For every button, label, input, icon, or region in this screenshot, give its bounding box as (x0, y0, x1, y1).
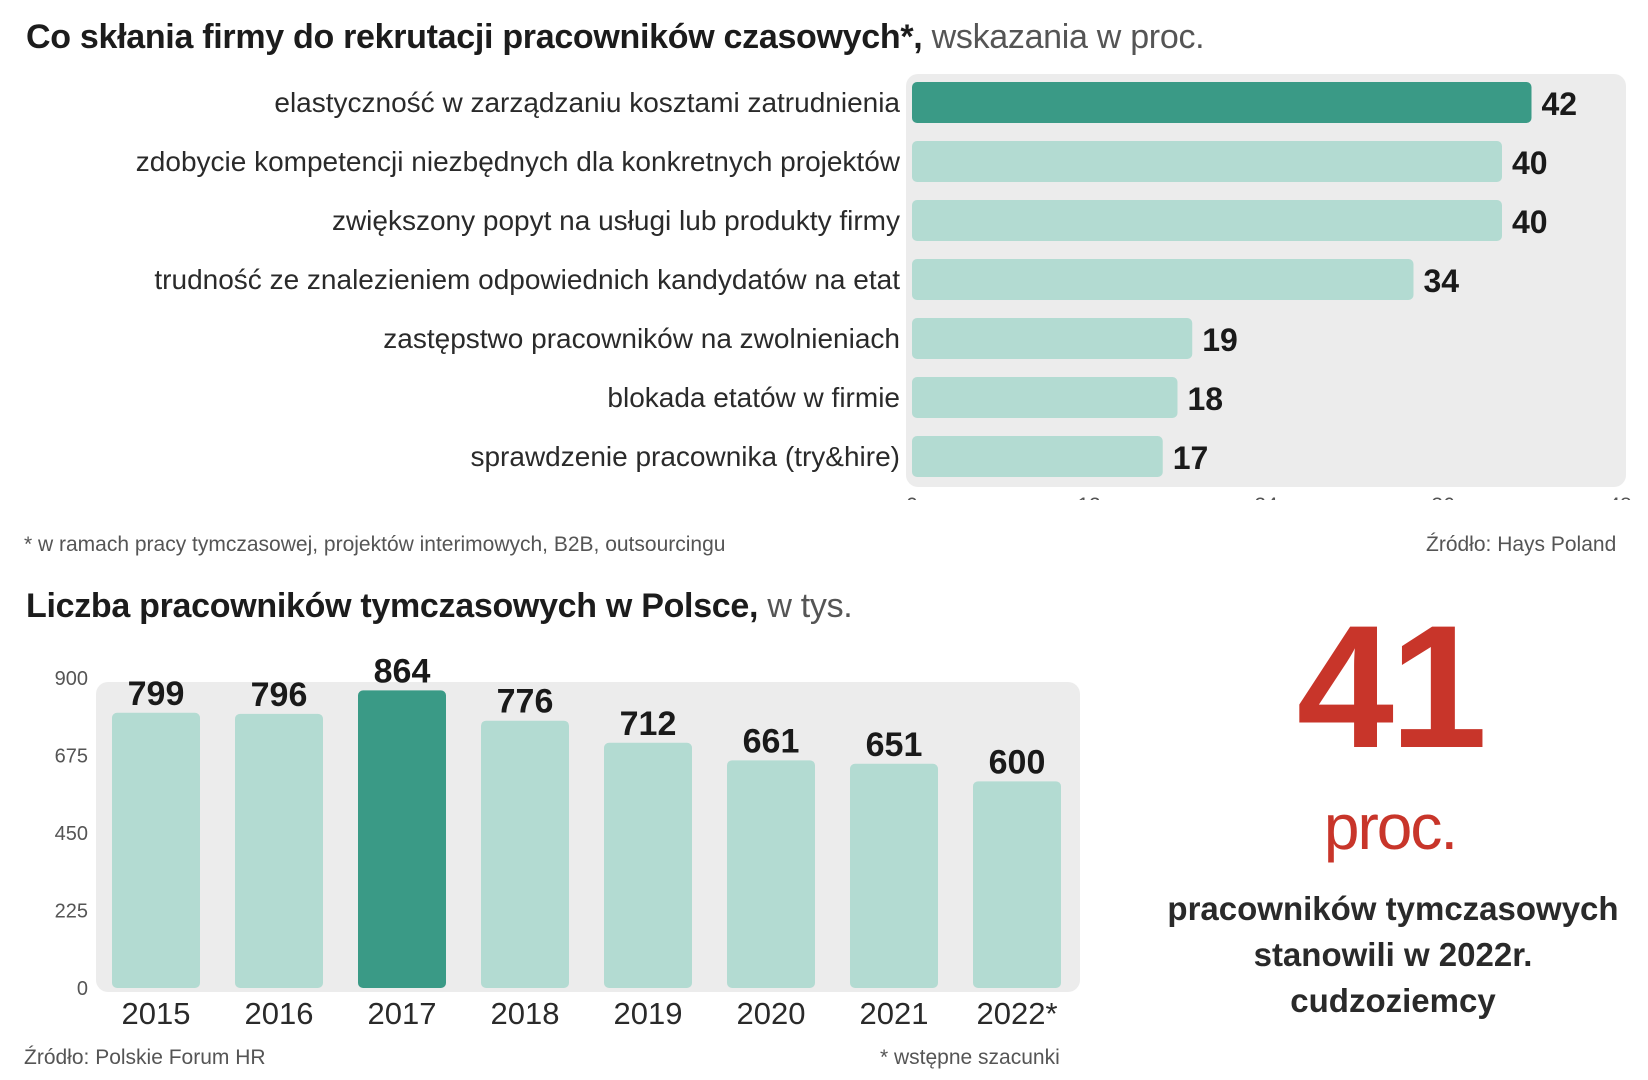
chart1-horizontal-bars: elastyczność w zarządzaniu kosztami zatr… (136, 74, 1632, 500)
chart1-category-label: zwiększony popyt na usługi lub produkty … (332, 205, 900, 236)
chart2-bar (973, 781, 1061, 988)
chart1-x-tick: 48 (1608, 494, 1631, 500)
chart2-bar (481, 720, 569, 988)
chart1-category-label: zdobycie kompetencji niezbędnych dla kon… (136, 146, 901, 177)
chart2-bar (358, 690, 446, 988)
chart1-value-label: 40 (1512, 204, 1548, 240)
chart1-value-label: 17 (1173, 440, 1209, 476)
chart1-bar (912, 200, 1502, 241)
chart2-bar (604, 742, 692, 988)
chart1-category-label: blokada etatów w firmie (607, 382, 900, 413)
highlight-caption: pracowników tymczasowych stanowili w 202… (1148, 886, 1638, 1024)
chart2-y-tick: 450 (55, 823, 88, 845)
chart2-value-label: 799 (128, 675, 185, 713)
chart2-title-main: Liczba pracowników tymczasowych w Polsce (26, 587, 750, 625)
chart1-bar (912, 436, 1163, 477)
chart1-bar (912, 318, 1193, 359)
chart1-footnote: * w ramach pracy tymczasowej, projektów … (24, 533, 726, 556)
chart2-bar (235, 713, 323, 988)
chart1-value-label: 40 (1512, 145, 1548, 181)
chart1-bar (912, 82, 1532, 123)
chart2-value-label: 864 (374, 652, 431, 690)
chart2-category-label: 2019 (614, 996, 683, 1031)
chart1-bar (912, 259, 1414, 300)
chart2-value-label: 776 (497, 683, 554, 721)
chart2-value-label: 712 (620, 705, 677, 743)
highlight-caption-line-2: stanowili w 2022r. (1253, 936, 1533, 973)
chart1-category-label: zastępstwo pracowników na zwolnieniach (383, 323, 900, 354)
chart2-title: Liczba pracowników tymczasowych w Polsce… (26, 587, 853, 625)
chart1-category-label: trudność ze znalezieniem odpowiednich ka… (154, 264, 900, 295)
chart2-value-label: 661 (743, 722, 800, 760)
chart2-category-label: 2020 (737, 996, 806, 1031)
chart1-value-label: 18 (1188, 381, 1224, 417)
chart1-category-label: sprawdzenie pracownika (try&hire) (470, 441, 900, 472)
chart2-source: Źródło: Polskie Forum HR (24, 1046, 266, 1069)
chart2-footnote: * wstępne szacunki (880, 1046, 1060, 1069)
chart1-x-tick: 24 (1254, 494, 1278, 500)
chart2-bar (850, 763, 938, 988)
chart1-x-tick: 12 (1077, 494, 1100, 500)
chart1-source: Źródło: Hays Poland (1426, 533, 1617, 556)
chart1-x-tick: 36 (1431, 494, 1454, 500)
highlight-caption-line-1: pracowników tymczasowych (1167, 890, 1619, 927)
chart2-category-label: 2016 (245, 996, 314, 1031)
chart2-y-tick: 225 (55, 901, 88, 923)
chart2-category-label: 2018 (491, 996, 560, 1031)
chart1-value-label: 34 (1424, 263, 1460, 299)
chart1-bar (912, 141, 1502, 182)
chart1-subtitle: wskazania w proc. (931, 18, 1205, 56)
chart2-bar (112, 712, 200, 988)
chart1-value-label: 42 (1542, 86, 1578, 122)
chart2-value-label: 600 (989, 743, 1046, 781)
chart2-value-label: 651 (866, 726, 923, 764)
chart2-bar (727, 760, 815, 988)
chart2-category-label: 2021 (860, 996, 929, 1031)
chart1-title-main: Co skłania firmy do rekrutacji pracownik… (26, 18, 914, 56)
highlight-number: 41 (1296, 590, 1488, 785)
chart2-value-label: 796 (251, 676, 308, 714)
chart2-category-label: 2017 (368, 996, 437, 1031)
chart2-panel (96, 682, 1080, 992)
highlight-unit: proc. (1323, 791, 1458, 863)
chart2-category-label: 2015 (122, 996, 191, 1031)
highlight-caption-line-3: cudzoziemcy (1290, 982, 1496, 1019)
chart2-y-tick: 900 (55, 668, 88, 690)
chart1-category-label: elastyczność w zarządzaniu kosztami zatr… (274, 87, 900, 118)
chart2-y-tick: 0 (77, 978, 88, 1000)
chart1-value-label: 19 (1202, 322, 1238, 358)
chart1-bar (912, 377, 1178, 418)
chart2-subtitle: w tys. (767, 587, 853, 625)
chart2-category-label: 2022* (976, 996, 1057, 1031)
chart1-title: Co skłania firmy do rekrutacji pracownik… (26, 18, 1205, 56)
chart1-x-tick: 0 (906, 494, 918, 500)
chart2-y-tick: 675 (55, 746, 88, 768)
